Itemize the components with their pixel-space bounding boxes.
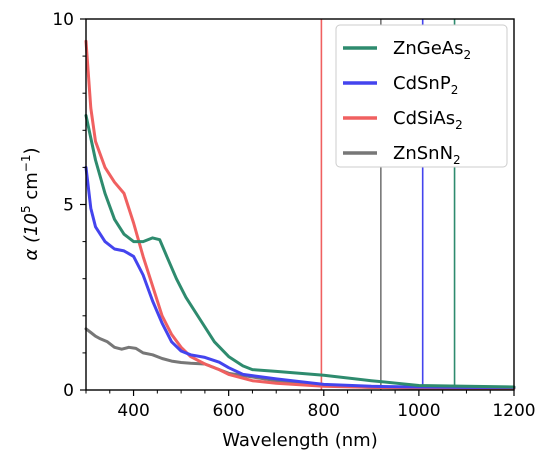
x-tick-label: 400 xyxy=(117,401,149,421)
x-tick-label: 800 xyxy=(308,401,340,421)
legend: ZnGeAs2 CdSnP2 CdSiAs2 ZnSnN2 xyxy=(335,24,508,168)
axis-ticks xyxy=(80,18,515,396)
legend-items: ZnGeAs2 CdSnP2 CdSiAs2 ZnSnN2 xyxy=(343,38,471,167)
legend-label-0: ZnGeAs2 xyxy=(393,38,471,62)
y-axis-label-post: ) xyxy=(21,147,42,154)
series-line-1 xyxy=(84,165,516,389)
y-axis-label-sup2: −1 xyxy=(19,155,33,173)
series-lines xyxy=(84,39,516,390)
series-line-0 xyxy=(84,114,516,389)
y-tick-label: 0 xyxy=(63,381,74,401)
y-axis-label-pre: α (10 xyxy=(21,213,42,261)
y-axis-label: α (105 cm−1) xyxy=(19,147,42,260)
series-line-2 xyxy=(84,39,516,390)
x-tick-label: 600 xyxy=(212,401,244,421)
legend-label-2: CdSiAs2 xyxy=(393,108,463,132)
y-axis-label-mid: cm xyxy=(21,172,42,205)
x-tick-label: 1200 xyxy=(492,401,535,421)
legend-box xyxy=(335,24,508,168)
x-axis-label: Wavelength (nm) xyxy=(222,430,378,451)
axis-tick-labels: 400 600 800 1000 1200 0 5 10 xyxy=(52,10,535,421)
series-line-3 xyxy=(84,327,516,390)
y-tick-label: 5 xyxy=(63,196,74,216)
y-axis-label-sup: 5 xyxy=(19,205,33,213)
y-tick-label: 10 xyxy=(52,10,74,30)
legend-label-1: CdSnP2 xyxy=(393,73,458,97)
legend-label-3: ZnSnN2 xyxy=(393,143,461,167)
x-tick-label: 1000 xyxy=(397,401,440,421)
